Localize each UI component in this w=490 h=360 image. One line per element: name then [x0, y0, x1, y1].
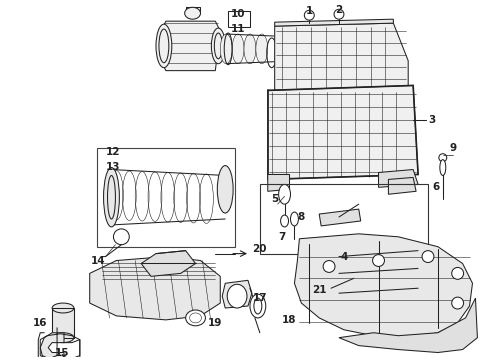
- Ellipse shape: [254, 298, 262, 314]
- Ellipse shape: [52, 333, 74, 343]
- Ellipse shape: [52, 303, 74, 313]
- Ellipse shape: [452, 297, 464, 309]
- Bar: [228, 11, 250, 27]
- Ellipse shape: [291, 212, 298, 226]
- Polygon shape: [40, 333, 64, 359]
- Text: 12: 12: [106, 147, 121, 157]
- Text: 19: 19: [208, 318, 222, 328]
- Bar: [331, 266, 391, 311]
- Text: 21: 21: [312, 285, 326, 295]
- Text: 8: 8: [298, 212, 305, 222]
- Ellipse shape: [186, 310, 205, 326]
- Ellipse shape: [232, 34, 244, 64]
- Ellipse shape: [185, 7, 200, 19]
- Ellipse shape: [422, 251, 434, 262]
- Polygon shape: [275, 23, 408, 90]
- Ellipse shape: [220, 34, 232, 64]
- Bar: [97, 148, 235, 247]
- Polygon shape: [90, 257, 220, 320]
- Polygon shape: [268, 85, 418, 179]
- Ellipse shape: [211, 28, 225, 64]
- Ellipse shape: [440, 159, 446, 175]
- Text: 2: 2: [335, 5, 343, 15]
- Text: 1: 1: [306, 6, 313, 16]
- Text: 3: 3: [428, 115, 436, 125]
- Ellipse shape: [304, 10, 314, 20]
- Bar: [52, 308, 74, 338]
- Ellipse shape: [190, 313, 201, 323]
- Text: 5: 5: [271, 194, 278, 204]
- Polygon shape: [379, 170, 418, 187]
- Polygon shape: [275, 19, 393, 26]
- Polygon shape: [389, 177, 416, 194]
- Text: 18: 18: [282, 315, 297, 325]
- Ellipse shape: [372, 255, 385, 266]
- Ellipse shape: [452, 267, 464, 279]
- Ellipse shape: [103, 167, 120, 227]
- Polygon shape: [339, 298, 477, 352]
- Text: 13: 13: [106, 162, 121, 172]
- Text: 4: 4: [340, 252, 347, 262]
- Polygon shape: [294, 234, 472, 338]
- Text: 6: 6: [432, 182, 440, 192]
- Ellipse shape: [256, 34, 268, 64]
- Text: 7: 7: [278, 232, 285, 242]
- Polygon shape: [141, 251, 196, 276]
- Text: 14: 14: [90, 256, 105, 266]
- Ellipse shape: [281, 215, 289, 227]
- Ellipse shape: [279, 184, 291, 204]
- Ellipse shape: [156, 24, 172, 68]
- Ellipse shape: [334, 9, 344, 19]
- Ellipse shape: [227, 284, 247, 308]
- Bar: [260, 184, 428, 253]
- Ellipse shape: [323, 261, 335, 273]
- Text: 9: 9: [449, 143, 456, 153]
- Ellipse shape: [244, 34, 256, 64]
- Ellipse shape: [114, 229, 129, 245]
- Ellipse shape: [217, 166, 233, 213]
- Polygon shape: [319, 209, 361, 226]
- Text: 11: 11: [231, 24, 245, 34]
- Text: 15: 15: [55, 347, 69, 357]
- Ellipse shape: [439, 154, 447, 162]
- Polygon shape: [161, 21, 220, 71]
- Text: 20: 20: [252, 244, 267, 254]
- Text: 17: 17: [252, 293, 267, 303]
- Ellipse shape: [250, 294, 266, 318]
- Polygon shape: [268, 175, 290, 191]
- Text: 16: 16: [33, 318, 48, 328]
- Polygon shape: [222, 280, 252, 308]
- Text: 10: 10: [231, 9, 245, 19]
